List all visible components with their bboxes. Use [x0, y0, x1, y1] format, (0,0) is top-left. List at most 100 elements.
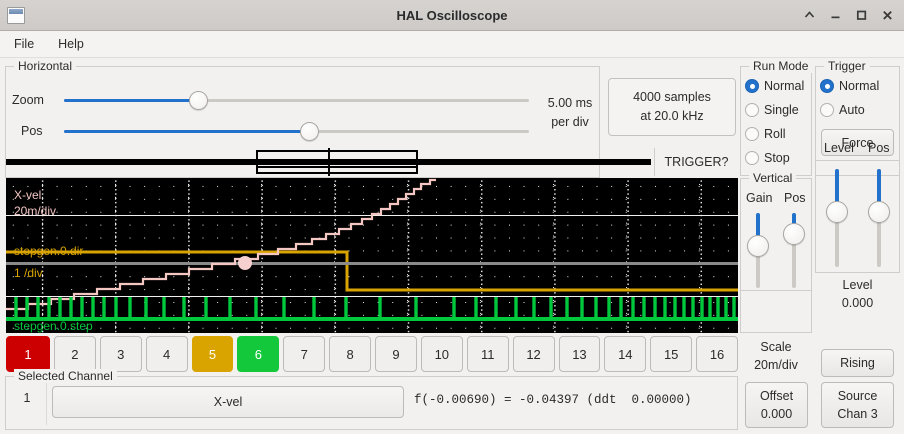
vertical-group: Vertical Gain Pos [740, 171, 812, 333]
trigger-level-handle[interactable] [826, 201, 848, 223]
trigger-level-fill [835, 169, 839, 211]
trigger-legend: Trigger [824, 59, 870, 73]
run-mode-stop-label: Stop [764, 151, 790, 165]
channel-button-7[interactable]: 7 [283, 336, 326, 372]
pos-row: Pos [12, 121, 529, 141]
run-mode-normal[interactable]: Normal [745, 79, 804, 93]
channel-button-label: 6 [254, 346, 262, 362]
run-mode-single-label: Single [764, 103, 799, 117]
minimize-button[interactable] [829, 7, 842, 23]
channel-button-label: 15 [663, 346, 679, 362]
run-mode-stop[interactable]: Stop [745, 151, 790, 165]
zoom-row: Zoom [12, 90, 529, 110]
cursor-line[interactable] [6, 262, 738, 265]
channel-button-label: 9 [392, 346, 400, 362]
vertical-pos-track[interactable] [792, 213, 796, 288]
selected-channel-divider [46, 383, 47, 425]
channel-button-2[interactable]: 2 [53, 336, 96, 372]
trigger-edge-button[interactable]: Rising [821, 349, 894, 377]
trigger-level-slider[interactable] [826, 169, 848, 267]
pos-slider-fill [64, 130, 310, 133]
zoom-slider-track[interactable] [64, 99, 529, 102]
channel-button-11[interactable]: 11 [466, 336, 509, 372]
zoom-slider[interactable] [64, 90, 529, 110]
vertical-pos-handle[interactable] [783, 223, 805, 245]
vertical-gain-slider[interactable] [747, 213, 769, 288]
force-trigger-button[interactable]: Force [821, 129, 894, 156]
selected-channel-readout: f(-0.00690) = -0.04397 (ddt 0.00000) [414, 393, 692, 407]
vertical-pos-slider[interactable] [783, 213, 805, 288]
channel-button-6[interactable]: 6 [237, 336, 280, 372]
radio-selected-icon [820, 79, 834, 93]
menu-help[interactable]: Help [58, 37, 84, 51]
channel-button-16[interactable]: 16 [696, 336, 738, 372]
trace-x-vel [6, 178, 436, 311]
maximize-button[interactable] [855, 7, 868, 23]
pos-slider[interactable] [64, 121, 529, 141]
channel-button-15[interactable]: 15 [650, 336, 693, 372]
window-title: HAL Oscilloscope [396, 7, 508, 23]
trigger-auto[interactable]: Auto [820, 103, 865, 117]
channel-button-13[interactable]: 13 [558, 336, 601, 372]
horizontal-legend: Horizontal [14, 59, 77, 73]
trigger-pos-slider[interactable] [868, 169, 890, 267]
channel-button-5[interactable]: 5 [191, 336, 234, 372]
trigger-source-caption: Source [837, 389, 878, 403]
trigger-pos-slider-label: Pos [868, 141, 890, 155]
titlebar-buttons [803, 7, 894, 23]
channel-button-label: 2 [71, 346, 79, 362]
sample-info-box[interactable]: 4000 samples at 20.0 kHz [608, 78, 736, 136]
run-mode-single[interactable]: Single [745, 103, 799, 117]
pane-separator-2 [6, 296, 738, 297]
vertical-scale-value: 20m/div [754, 358, 798, 372]
scope-display[interactable]: X-vel 20m/div stepgen.0.dir 1 /div stepg… [6, 178, 738, 333]
vertical-offset-button[interactable]: Offset 0.000 [745, 382, 808, 428]
channel-button-label: 10 [434, 346, 450, 362]
close-button[interactable] [881, 7, 894, 23]
menu-file[interactable]: File [14, 37, 35, 51]
trigger-normal-label: Normal [839, 79, 880, 93]
zoom-slider-fill [64, 99, 199, 102]
vertical-gain-label: Gain [746, 191, 773, 205]
channel-button-label: 8 [346, 346, 354, 362]
pos-label: Pos [21, 124, 43, 138]
run-mode-roll[interactable]: Roll [745, 127, 786, 141]
vertical-offset-caption: Offset [759, 389, 794, 403]
selected-channel-signal-button[interactable]: X-vel [52, 386, 404, 418]
trigger-level-slider-label: Level [824, 141, 854, 155]
channel-button-1[interactable]: 1 [6, 336, 50, 372]
shade-button[interactable] [803, 7, 816, 23]
vertical-legend: Vertical [749, 171, 797, 185]
channel-button-4[interactable]: 4 [145, 336, 188, 372]
time-per-div-value: 5.00 ms [547, 96, 593, 110]
trigger-position-marker[interactable] [328, 148, 330, 176]
trigger-status: TRIGGER? [654, 148, 738, 176]
menubar: File Help [0, 31, 904, 58]
channel-button-14[interactable]: 14 [604, 336, 647, 372]
channel-button-12[interactable]: 12 [512, 336, 555, 372]
channel-button-label: 16 [709, 346, 725, 362]
trigger-source-button[interactable]: Source Chan 3 [821, 382, 894, 428]
channel-button-label: 11 [480, 346, 495, 362]
channel-button-9[interactable]: 9 [375, 336, 417, 372]
trigger-pos-handle[interactable] [868, 201, 890, 223]
selected-channel-group: Selected Channel 1 X-vel f(-0.00690) = -… [5, 369, 738, 430]
pos-slider-handle[interactable] [300, 122, 320, 141]
data-position-strip[interactable] [6, 148, 654, 176]
trigger-slider-panel: Level Pos [815, 141, 900, 273]
radio-icon [820, 103, 834, 117]
channel-button-8[interactable]: 8 [329, 336, 371, 372]
zoom-slider-handle[interactable] [188, 91, 208, 110]
trace-stepgen-step [6, 297, 738, 321]
view-window-indicator[interactable] [256, 150, 418, 174]
channel-button-label: 13 [572, 346, 587, 362]
channel-button-label: 12 [526, 346, 541, 362]
vertical-gain-handle[interactable] [747, 235, 769, 257]
trigger-normal[interactable]: Normal [820, 79, 879, 93]
channel-button-3[interactable]: 3 [99, 336, 142, 372]
channel-button-10[interactable]: 10 [420, 336, 463, 372]
channel-button-label: 7 [300, 346, 308, 362]
run-mode-roll-label: Roll [764, 127, 786, 141]
trigger-group: Trigger Normal Auto [815, 59, 900, 176]
